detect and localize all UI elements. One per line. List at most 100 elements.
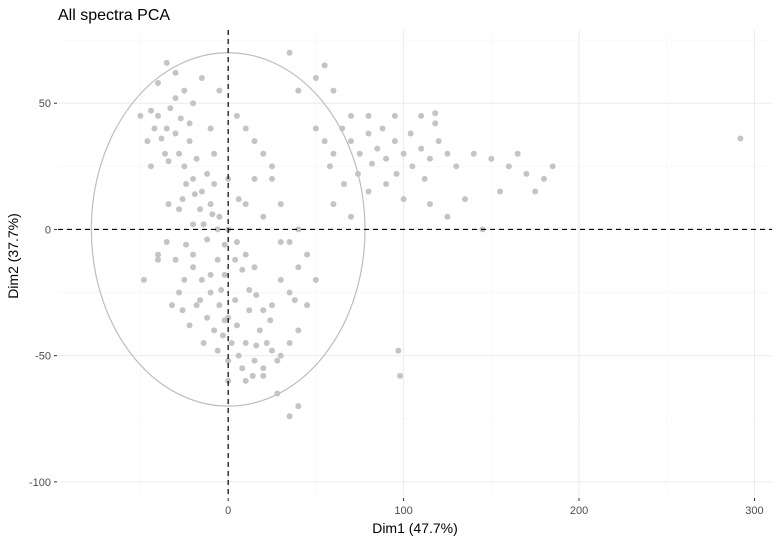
scatter-point xyxy=(365,188,372,195)
scatter-point xyxy=(286,413,293,420)
scatter-point xyxy=(321,62,328,69)
scatter-point xyxy=(274,357,281,364)
scatter-point xyxy=(216,213,223,220)
scatter-point xyxy=(326,163,333,170)
x-tick-label: 100 xyxy=(394,505,412,517)
scatter-point xyxy=(183,180,190,187)
scatter-point xyxy=(177,115,184,122)
scatter-point xyxy=(204,314,211,321)
scatter-point xyxy=(191,191,198,198)
scatter-point xyxy=(233,112,240,119)
scatter-point xyxy=(162,150,169,157)
x-axis-title: Dim1 (47.7%) xyxy=(372,520,458,536)
scatter-point xyxy=(312,276,319,283)
scatter-point xyxy=(181,87,188,94)
scatter-point xyxy=(267,317,274,324)
scatter-point xyxy=(190,264,197,271)
scatter-point xyxy=(186,322,193,329)
scatter-point xyxy=(514,150,521,157)
scatter-point xyxy=(207,125,214,132)
points-layer xyxy=(137,49,744,420)
scatter-point xyxy=(737,135,744,142)
scatter-point xyxy=(330,87,337,94)
scatter-point xyxy=(176,289,183,296)
scatter-point xyxy=(418,145,425,152)
scatter-point xyxy=(330,201,337,208)
scatter-point xyxy=(354,170,361,177)
scatter-point xyxy=(242,251,249,258)
scatter-point xyxy=(209,211,216,218)
scatter-point xyxy=(418,112,425,119)
scatter-point xyxy=(193,155,200,162)
scatter-point xyxy=(488,155,495,162)
scatter-point xyxy=(211,150,218,157)
scatter-point xyxy=(163,59,170,66)
scatter-point xyxy=(274,390,281,397)
scatter-point xyxy=(286,289,293,296)
scatter-point xyxy=(214,256,221,263)
scatter-point xyxy=(260,307,267,314)
scatter-point xyxy=(286,239,293,246)
scatter-point xyxy=(321,138,328,145)
scatter-point xyxy=(214,226,221,233)
scatter-point xyxy=(312,74,319,81)
scatter-point xyxy=(277,352,284,359)
x-tick-label: 0 xyxy=(225,505,231,517)
scatter-point xyxy=(365,130,372,137)
scatter-point xyxy=(356,150,363,157)
scatter-point xyxy=(383,155,390,162)
scatter-point xyxy=(172,256,179,263)
scatter-point xyxy=(172,69,179,76)
scatter-point xyxy=(207,271,214,278)
scatter-point xyxy=(251,175,258,182)
scatter-point xyxy=(186,120,193,127)
scatter-point xyxy=(277,201,284,208)
scatter-point xyxy=(176,150,183,157)
scatter-point xyxy=(232,256,239,263)
scatter-point xyxy=(540,175,547,182)
scatter-point xyxy=(365,112,372,119)
scatter-point xyxy=(228,340,235,347)
scatter-point xyxy=(391,112,398,119)
scatter-point xyxy=(221,271,228,278)
scatter-point xyxy=(242,125,249,132)
scatter-point xyxy=(193,302,200,309)
scatter-point xyxy=(176,206,183,213)
scatter-point xyxy=(183,241,190,248)
scatter-point xyxy=(251,138,258,145)
scatter-point xyxy=(269,163,276,170)
scatter-point xyxy=(435,138,442,145)
scatter-point xyxy=(246,307,253,314)
scatter-point xyxy=(453,163,460,170)
scatter-point xyxy=(432,120,439,127)
scatter-point xyxy=(214,347,221,354)
scatter-point xyxy=(407,130,414,137)
scatter-point xyxy=(232,297,239,304)
scatter-point xyxy=(216,87,223,94)
scatter-point xyxy=(339,125,346,132)
scatter-point xyxy=(216,302,223,309)
scatter-point xyxy=(239,266,246,273)
scatter-point xyxy=(204,170,211,177)
scatter-point xyxy=(383,180,390,187)
scatter-point xyxy=(179,196,186,203)
scatter-point xyxy=(295,403,302,410)
scatter-point xyxy=(200,221,207,228)
scatter-point xyxy=(158,135,165,142)
scatter-point xyxy=(200,340,207,347)
scatter-point xyxy=(140,276,147,283)
x-tick-label: 200 xyxy=(570,505,588,517)
scatter-point xyxy=(242,377,249,384)
scatter-point xyxy=(444,213,451,220)
scatter-point xyxy=(169,302,176,309)
scatter-point xyxy=(461,196,468,203)
scatter-point xyxy=(190,175,197,182)
grid xyxy=(58,30,772,497)
scatter-point xyxy=(251,357,258,364)
scatter-point xyxy=(312,125,319,132)
scatter-point xyxy=(269,302,276,309)
scatter-point xyxy=(144,138,151,145)
scatter-point xyxy=(204,236,211,243)
scatter-point xyxy=(400,150,407,157)
